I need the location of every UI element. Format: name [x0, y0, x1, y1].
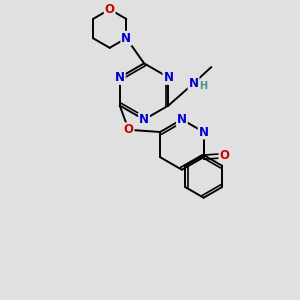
Text: N: N [121, 32, 131, 45]
Text: N: N [189, 77, 199, 90]
Text: O: O [124, 123, 134, 136]
Text: O: O [105, 3, 115, 16]
Text: N: N [177, 113, 187, 126]
Text: O: O [219, 149, 230, 162]
Text: N: N [139, 113, 149, 126]
Text: N: N [199, 125, 209, 139]
Text: H: H [199, 81, 207, 91]
Text: N: N [115, 71, 125, 84]
Text: N: N [164, 71, 173, 84]
